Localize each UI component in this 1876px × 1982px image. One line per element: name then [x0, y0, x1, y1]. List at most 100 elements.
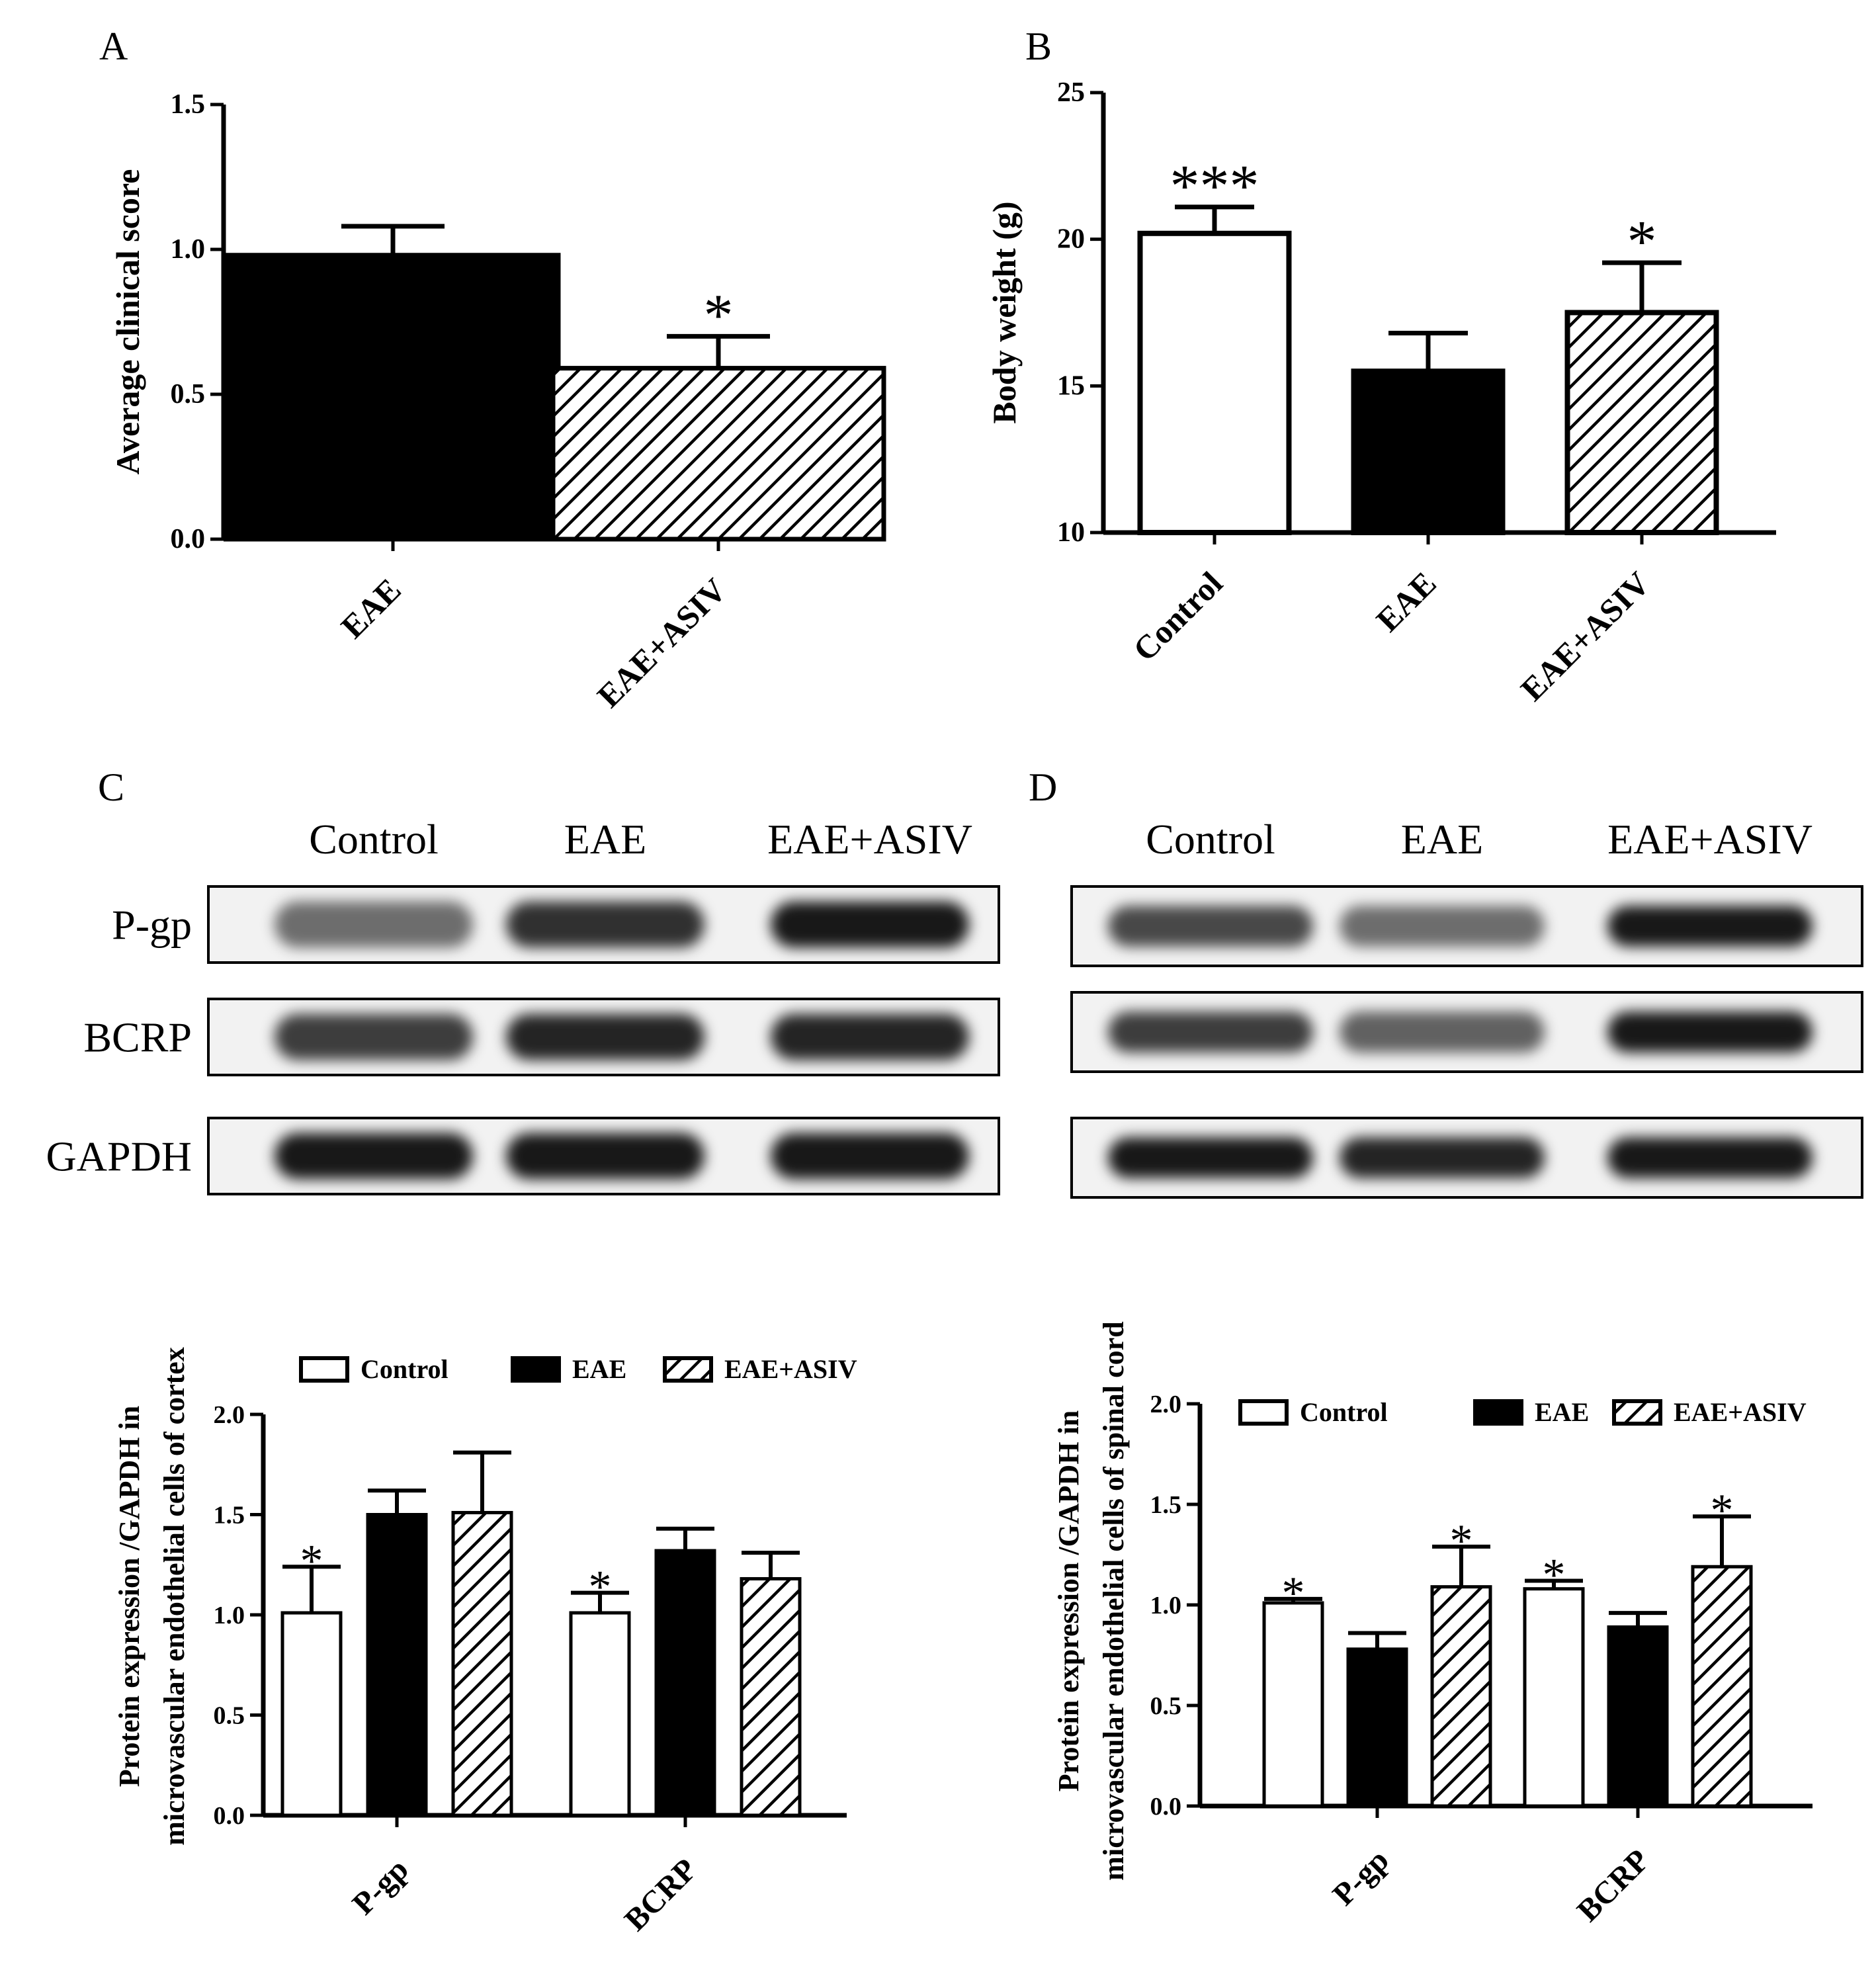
y-tick-label: 10 [1057, 517, 1085, 548]
significance-marker: * [704, 282, 734, 348]
x-category-label: BCRP [1570, 1842, 1656, 1928]
x-category-label: P-gp [345, 1852, 415, 1921]
y-tick-label: 0.5 [1150, 1692, 1182, 1720]
chart-panel-d: 0.0 0.5 1.0 1.5 2.0 Protein expression /GAPDH… [1052, 1321, 1812, 1928]
legend-swatch [1612, 1399, 1662, 1426]
chart-panel-a: 0.0 0.5 1.0 1.5 Average clinical score EAE * EA… [109, 89, 886, 714]
bar [550, 366, 886, 542]
y-tick-label: 0.0 [1150, 1793, 1182, 1821]
y-axis-label: Average clinical score [109, 169, 146, 475]
protein-band [1340, 1137, 1545, 1178]
x-category-label: EAE [333, 571, 407, 645]
lane-label: EAE+ASIV [767, 816, 972, 863]
significance-marker: *** [1170, 153, 1259, 219]
y-axis-label-line: microvascular endothelial cells of corte… [158, 1347, 191, 1846]
panel-label-b: B [1025, 24, 1052, 68]
legend-label: Control [1300, 1397, 1388, 1427]
bar [654, 1549, 716, 1817]
legend-label: EAE+ASIV [724, 1354, 857, 1384]
protein-band [1108, 906, 1313, 947]
panel-label-a: A [99, 24, 128, 68]
y-tick-label: 0.0 [214, 1802, 245, 1830]
legend-swatch [1238, 1399, 1289, 1426]
bar [1607, 1625, 1669, 1808]
protein-band [506, 1013, 704, 1060]
y-axis-label-line: Protein expression /GAPDH in [113, 1406, 146, 1788]
legend-label: EAE+ASIV [1674, 1397, 1807, 1427]
lane-label: EAE [564, 816, 646, 863]
bar [1430, 1585, 1492, 1808]
bar [1346, 1647, 1408, 1808]
y-tick-label: 0.5 [171, 379, 206, 409]
y-tick-label: 1.0 [171, 234, 206, 265]
significance-marker: * [1450, 1516, 1473, 1567]
protein-band [1607, 1012, 1812, 1053]
chart-panel-c: 0.0 0.5 1.0 1.5 2.0 Protein expression /GAPDH… [113, 1347, 857, 1938]
significance-marker: * [1711, 1485, 1734, 1536]
legend-label: Control [361, 1354, 448, 1384]
bar [280, 1611, 343, 1817]
y-axis-label-line: Protein expression /GAPDH in [1052, 1410, 1085, 1792]
protein-band [506, 1133, 704, 1180]
y-tick-label: 15 [1057, 370, 1085, 401]
bar [569, 1611, 631, 1817]
significance-marker: * [300, 1535, 323, 1586]
bar [1137, 230, 1292, 535]
protein-band [275, 1013, 473, 1060]
bar [1523, 1587, 1585, 1808]
significance-marker: * [1282, 1568, 1305, 1619]
protein-band [1607, 906, 1812, 947]
lane-label: Control [309, 816, 439, 863]
bar [1691, 1565, 1753, 1808]
x-category-label: P-gp [1326, 1842, 1395, 1912]
x-category-label: EAE+ASIV [1514, 564, 1657, 708]
y-tick-label: 1.0 [214, 1602, 245, 1629]
x-category-label: Control [1126, 564, 1230, 668]
panel-label-d: D [1029, 765, 1057, 809]
y-tick-label: 25 [1057, 77, 1085, 108]
y-tick-label: 2.0 [214, 1401, 245, 1429]
western-blot-panel-d: Control EAE EAE+ASIV [1070, 816, 1863, 1199]
y-tick-label: 0.5 [214, 1702, 245, 1730]
bar [1564, 310, 1719, 535]
bar [225, 253, 561, 542]
protein-band [1108, 1137, 1313, 1178]
y-axis-label: Body weight (g) [986, 201, 1023, 423]
y-tick-label: 2.0 [1150, 1391, 1182, 1418]
protein-band [1108, 1012, 1313, 1053]
legend-swatch [511, 1356, 561, 1383]
y-tick-label: 0.0 [171, 524, 206, 554]
blot-row-label: BCRP [83, 1014, 192, 1061]
protein-band [1607, 1137, 1812, 1178]
lane-label: EAE+ASIV [1607, 816, 1812, 863]
lane-label: EAE [1401, 816, 1483, 863]
bar [366, 1513, 428, 1817]
legend-swatch [1473, 1399, 1523, 1426]
significance-marker: * [1543, 1550, 1566, 1601]
x-category-label: EAE+ASIV [590, 571, 734, 714]
y-tick-label: 1.5 [171, 89, 206, 120]
significance-marker: * [589, 1562, 612, 1613]
protein-band [771, 901, 969, 948]
x-category-label: BCRP [618, 1852, 704, 1938]
blot-row-label: GAPDH [46, 1133, 192, 1180]
panel-label-c: C [98, 765, 124, 809]
x-category-label: EAE [1369, 564, 1443, 638]
protein-band [771, 1013, 969, 1060]
blot-row-label: P-gp [112, 902, 192, 949]
y-axis-label-line: microvascular endothelial cells of spina… [1097, 1321, 1130, 1880]
chart-panel-b: 10 15 20 25 Body weight (g) *** Control EAE * EAE… [986, 77, 1776, 708]
protein-band [1340, 1012, 1545, 1053]
protein-band [275, 1133, 473, 1180]
legend-swatch [663, 1356, 713, 1383]
protein-band [1340, 906, 1545, 947]
significance-marker: * [1627, 209, 1657, 275]
legend-label: EAE [572, 1354, 626, 1384]
bar [1351, 368, 1506, 536]
legend-label: EAE [1535, 1397, 1589, 1427]
western-blot-panel-c: Control EAE EAE+ASIV P-gp BCRP GAPDH [46, 816, 1000, 1195]
bar [740, 1576, 802, 1817]
bar [1262, 1601, 1324, 1808]
lane-label: Control [1146, 816, 1275, 863]
